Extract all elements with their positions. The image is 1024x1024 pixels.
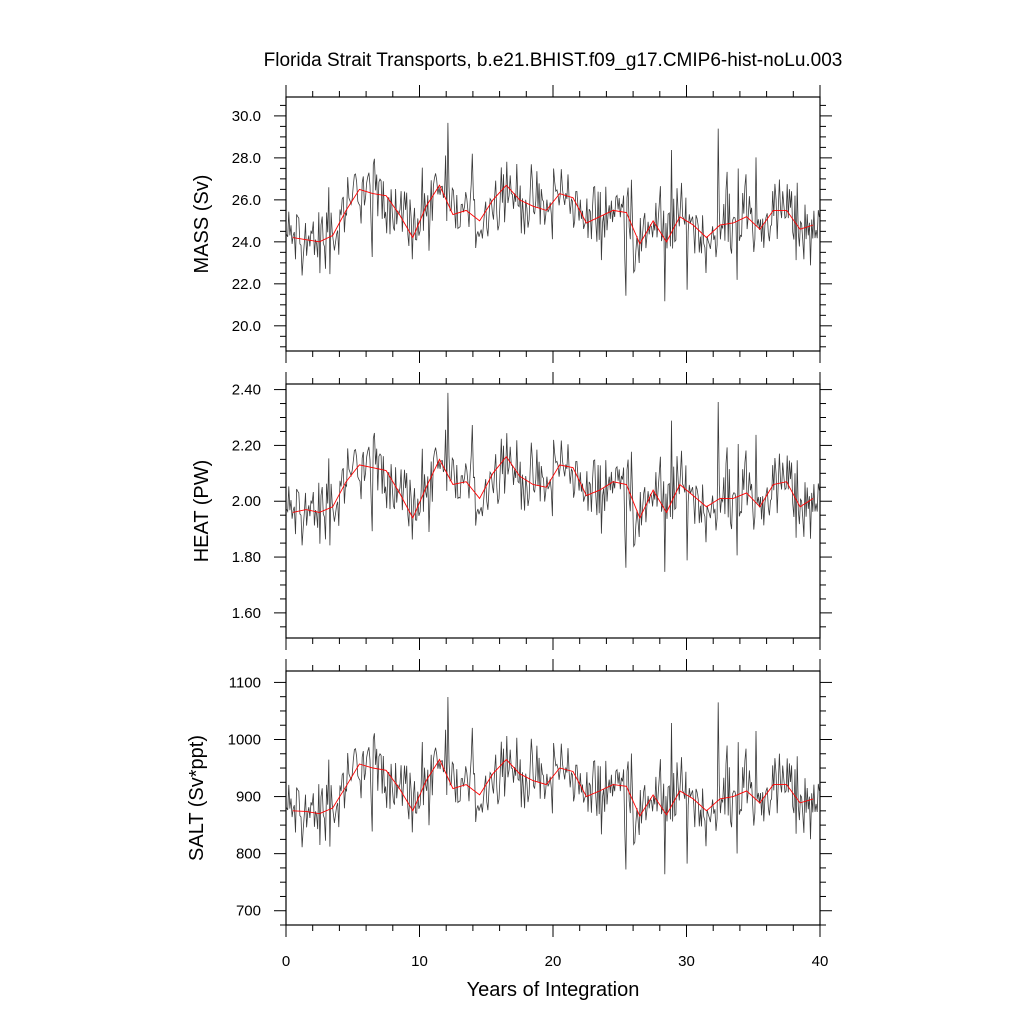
salt-annual-mean-line [292,758,814,817]
salt-y-tick-label: 1100 [229,674,261,691]
mass-annual-mean-line [292,184,814,245]
heat-y-tick-labels: 1.60 1.80 2.00 2.20 2.40 [232,382,261,622]
heat-plot-frame [285,383,821,639]
mass-y-tick-labels: 20.0 22.0 24.0 26.0 28.0 30.0 [232,108,261,335]
mass-y-axis-label: MASS (Sv) [191,175,213,274]
heat-ticks [274,372,832,650]
panel-salt: 700 800 900 1000 1100 0 10 20 30 40 SALT (Sv*ppt… [186,659,832,1001]
salt-y-tick-label: 1000 [228,731,261,748]
salt-ticks [274,659,832,937]
salt-monthly-line [286,696,820,875]
mass-series [286,122,820,302]
x-tick-label: 10 [411,953,428,970]
mass-y-tick-label: 20.0 [232,318,261,335]
mass-y-tick-label: 26.0 [232,192,261,209]
heat-y-tick-label: 2.40 [232,382,261,399]
heat-monthly-line [286,392,820,572]
salt-series [286,696,820,875]
salt-y-tick-label: 900 [236,789,261,806]
mass-monthly-line [286,122,820,302]
heat-y-tick-label: 1.80 [232,549,261,566]
salt-y-tick-label: 800 [236,846,261,863]
salt-x-tick-labels: 0 10 20 30 40 [282,953,829,970]
heat-y-tick-label: 1.60 [232,605,261,622]
x-axis-label: Years of Integration [467,979,640,1001]
x-tick-label: 0 [282,953,290,970]
heat-y-tick-label: 2.00 [232,493,261,510]
heat-series [286,392,820,572]
x-tick-label: 40 [812,953,829,970]
mass-y-tick-label: 24.0 [232,234,261,251]
mass-y-tick-label: 22.0 [232,276,261,293]
salt-y-axis-label: SALT (Sv*ppt) [186,735,208,861]
x-tick-label: 20 [545,953,562,970]
heat-y-tick-label: 2.20 [232,437,261,454]
x-tick-label: 30 [678,953,695,970]
mass-y-tick-label: 30.0 [232,108,261,125]
panel-heat: 1.60 1.80 2.00 2.20 2.40 HEAT (PW) [191,372,832,650]
panel-mass: 20.0 22.0 24.0 26.0 28.0 30.0 MASS (Sv) [191,85,832,363]
mass-ticks [274,85,832,363]
salt-y-tick-label: 700 [236,903,261,920]
salt-y-tick-labels: 700 800 900 1000 1100 [228,674,261,919]
heat-y-axis-label: HEAT (PW) [191,460,213,563]
chart-title: Florida Strait Transports, b.e21.BHIST.f… [264,50,843,71]
mass-y-tick-label: 28.0 [232,150,261,167]
heat-annual-mean-line [292,455,814,520]
